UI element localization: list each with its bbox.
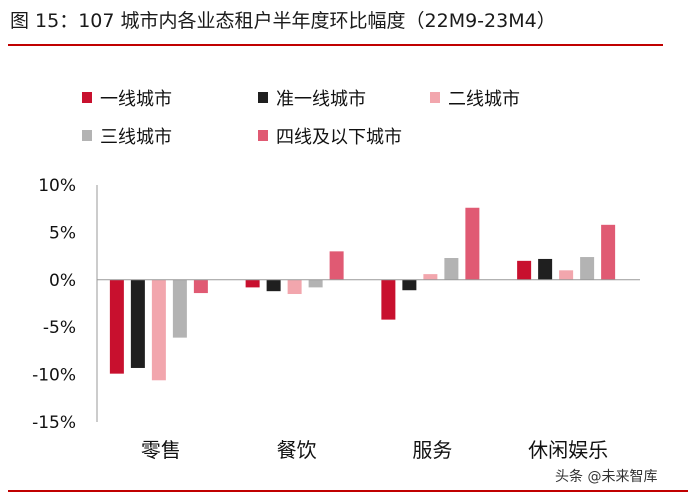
bar-2-1 xyxy=(245,279,260,288)
bar-3-4 xyxy=(444,257,459,280)
bottom-rule xyxy=(8,490,688,492)
legend-swatch-4 xyxy=(82,130,92,141)
legend-swatch-1 xyxy=(82,92,92,103)
chart-title: 图 15：107 城市内各业态租户半年度环比幅度（22M9-23M4） xyxy=(10,10,556,32)
legend-swatch-3 xyxy=(430,92,440,103)
category-label: 休闲娱乐 xyxy=(528,438,608,462)
y-tick-label: -15% xyxy=(32,413,76,433)
watermark: 头条 @未来智库 xyxy=(555,469,658,485)
category-label: 餐饮 xyxy=(277,438,317,462)
bar-2-3 xyxy=(287,279,302,295)
bar-1-4 xyxy=(172,279,187,338)
legend-label-2: 准一线城市 xyxy=(276,89,366,110)
bar-4-2 xyxy=(538,258,553,280)
category-label: 零售 xyxy=(141,438,181,462)
bar-3-3 xyxy=(423,274,438,280)
legend-swatch-2 xyxy=(258,92,268,103)
bar-3-1 xyxy=(381,279,396,320)
legend-label-5: 四线及以下城市 xyxy=(276,127,402,148)
bar-4-3 xyxy=(559,270,574,280)
bar-2-4 xyxy=(308,279,323,288)
legend-label-4: 三线城市 xyxy=(100,127,172,148)
y-tick-label: -10% xyxy=(32,366,76,386)
legend-swatch-5 xyxy=(258,130,268,141)
bar-1-5 xyxy=(193,279,208,294)
bar-4-5 xyxy=(601,224,616,280)
bars xyxy=(109,207,616,381)
y-tick-label: 10% xyxy=(38,176,76,196)
bar-3-2 xyxy=(402,279,417,291)
legend-label-1: 一线城市 xyxy=(100,89,172,110)
bar-4-1 xyxy=(517,260,532,280)
bar-1-3 xyxy=(151,279,166,381)
title-underline xyxy=(8,44,663,46)
bar-1-1 xyxy=(109,279,124,374)
category-label: 服务 xyxy=(412,438,452,462)
y-tick-label: 0% xyxy=(49,271,76,291)
bar-2-5 xyxy=(329,251,344,280)
y-axis-tick-labels: 10% 5% 0% -5% -10% -15% xyxy=(32,176,76,433)
legend-label-3: 二线城市 xyxy=(448,89,520,110)
bar-3-5 xyxy=(465,207,480,280)
y-tick-label: -5% xyxy=(43,318,76,338)
x-axis-category-labels: 零售 餐饮 服务 休闲娱乐 xyxy=(141,438,608,462)
bar-4-4 xyxy=(580,257,595,280)
y-tick-label: 5% xyxy=(49,223,76,243)
bar-2-2 xyxy=(266,279,281,292)
bar-1-2 xyxy=(130,279,145,368)
